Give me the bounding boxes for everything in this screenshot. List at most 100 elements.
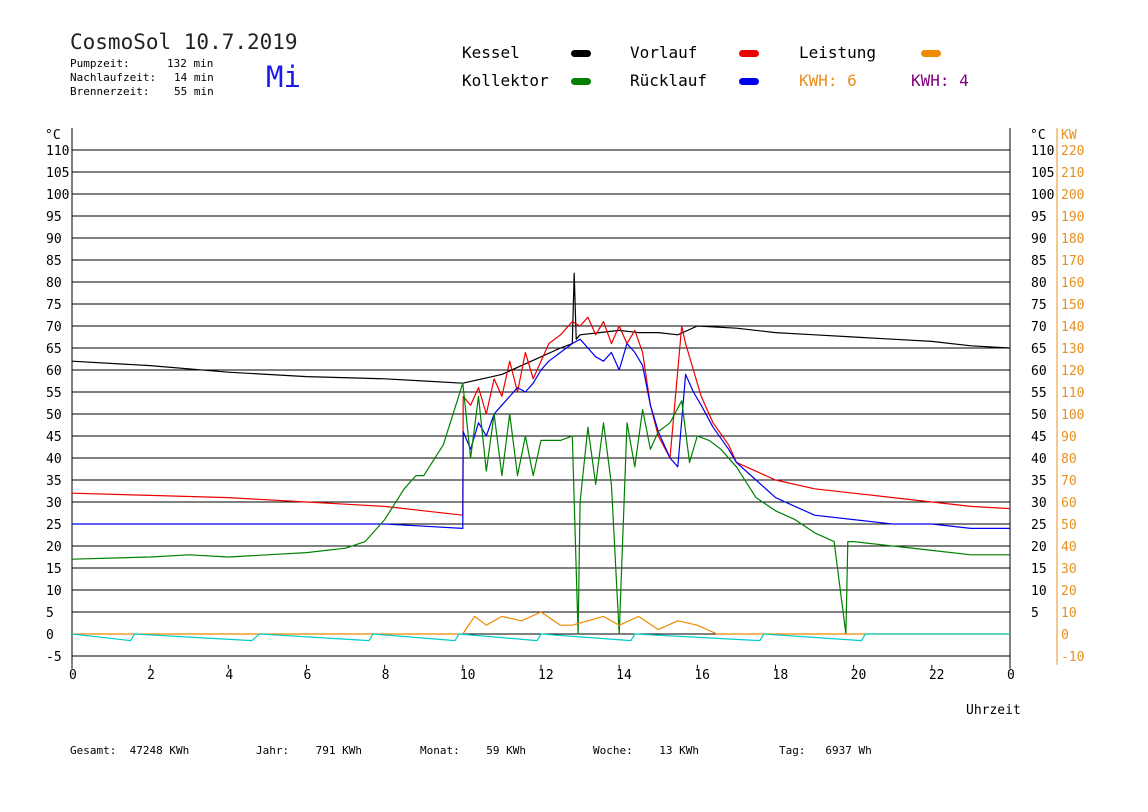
y-tick-label-right-temp: 85 bbox=[1031, 254, 1047, 269]
x-tick-label: 18 bbox=[773, 668, 789, 683]
y-tick-label-left: 75 bbox=[46, 298, 62, 313]
y-tick-label-left: 55 bbox=[46, 386, 62, 401]
y-tick-label-right-temp: 95 bbox=[1031, 210, 1047, 225]
y-tick-label-left: 15 bbox=[46, 562, 62, 577]
y-tick-label-right-power: 170 bbox=[1061, 254, 1084, 269]
right-y-tick-labels-temp: 5 10 15 20 25 30 35 40 45 50 55 60 65 70 75 80 85 90 95 100… bbox=[1031, 144, 1054, 621]
y-tick-label-left: 80 bbox=[46, 276, 62, 291]
y-tick-label-left: 0 bbox=[46, 628, 54, 643]
y-tick-label-right-power: 190 bbox=[1061, 210, 1084, 225]
y-tick-label-right-power: 100 bbox=[1061, 408, 1084, 423]
y-tick-label-right-temp: 10 bbox=[1031, 584, 1047, 599]
y-tick-label-right-power: 20 bbox=[1061, 584, 1077, 599]
y-tick-label-right-power: 80 bbox=[1061, 452, 1077, 467]
x-tick-label: 0 bbox=[1007, 668, 1015, 683]
y-tick-label-right-temp: 40 bbox=[1031, 452, 1047, 467]
x-tick-labels: 0 2 4 6 8 10 12 14 16 18 20 22 0 bbox=[69, 664, 1015, 683]
y-tick-label-right-power: 160 bbox=[1061, 276, 1084, 291]
y-tick-label-right-temp: 60 bbox=[1031, 364, 1047, 379]
series-line-kessel bbox=[71, 272, 1011, 384]
y-tick-label-left: 10 bbox=[46, 584, 62, 599]
y-tick-label-left: 25 bbox=[46, 518, 62, 533]
y-tick-label-right-temp: 30 bbox=[1031, 496, 1047, 511]
y-tick-label-left: 60 bbox=[46, 364, 62, 379]
x-tick-label: 0 bbox=[69, 668, 77, 683]
stat-label-brennerzeit: Brennerzeit: bbox=[70, 85, 150, 98]
y-tick-label-left: 95 bbox=[46, 210, 62, 225]
y-tick-label-right-power: 60 bbox=[1061, 496, 1077, 511]
x-tick-label: 2 bbox=[147, 668, 155, 683]
y-tick-label-right-temp: 15 bbox=[1031, 562, 1047, 577]
y-tick-label-right-power: 90 bbox=[1061, 430, 1077, 445]
legend-kwh-brenner: KWH: 4 bbox=[911, 71, 969, 90]
y-tick-label-left: 20 bbox=[46, 540, 62, 555]
right-y-tick-labels-power: -10 0 10 20 30 40 50 60 70 80 90 100 110 120 130 140 150… bbox=[1061, 144, 1084, 665]
legend-kessel-label: Kessel bbox=[462, 43, 520, 62]
legend-vorlauf-label: Vorlauf bbox=[630, 43, 698, 62]
y-tick-label-right-power: 50 bbox=[1061, 518, 1077, 533]
y-tick-label-right-temp: 70 bbox=[1031, 320, 1047, 335]
x-tick-label: 16 bbox=[694, 668, 710, 683]
y-tick-label-right-power: -10 bbox=[1061, 650, 1084, 665]
footer-monat: Monat: 59 KWh bbox=[420, 744, 526, 757]
stat-label-nachlaufzeit: Nachlaufzeit: bbox=[70, 71, 157, 84]
axes bbox=[71, 128, 1058, 665]
legend-ruecklauf-swatch bbox=[739, 78, 759, 85]
weekday-label: Mi bbox=[266, 60, 301, 94]
series-line-rcklauf bbox=[72, 338, 1010, 530]
y-tick-label-right-temp: 105 bbox=[1031, 166, 1054, 181]
y-tick-label-left: 65 bbox=[46, 342, 62, 357]
footer-tag: Tag: 6937 Wh bbox=[779, 744, 872, 757]
y-tick-label-right-power: 140 bbox=[1061, 320, 1084, 335]
y-tick-label-left: -5 bbox=[46, 650, 62, 665]
y-tick-label-right-temp: 25 bbox=[1031, 518, 1047, 533]
x-tick-label: 10 bbox=[460, 668, 476, 683]
y-axis-label-right-temp: °C bbox=[1030, 128, 1046, 143]
y-tick-label-right-power: 180 bbox=[1061, 232, 1084, 247]
footer-gesamt: Gesamt: 47248 KWh bbox=[70, 744, 190, 757]
legend-kollektor-label: Kollektor bbox=[462, 71, 549, 90]
y-tick-label-right-temp: 110 bbox=[1031, 144, 1054, 159]
y-tick-label-right-power: 120 bbox=[1061, 364, 1084, 379]
y-tick-label-left: 35 bbox=[46, 474, 62, 489]
x-tick-label: 12 bbox=[538, 668, 554, 683]
y-tick-label-right-temp: 65 bbox=[1031, 342, 1047, 357]
y-tick-label-right-power: 210 bbox=[1061, 166, 1084, 181]
y-tick-label-right-power: 70 bbox=[1061, 474, 1077, 489]
y-tick-label-left: 30 bbox=[46, 496, 62, 511]
series-line-leistung bbox=[72, 611, 1010, 635]
y-tick-label-left: 45 bbox=[46, 430, 62, 445]
x-tick-label: 20 bbox=[851, 668, 867, 683]
y-tick-label-right-power: 40 bbox=[1061, 540, 1077, 555]
stat-value-pumpzeit: 132 min bbox=[167, 57, 214, 70]
chart-title: CosmoSol 10.7.2019 bbox=[70, 30, 298, 54]
left-y-tick-labels: -5 0 5 10 15 20 25 30 35 40 45 50 55 60 65 70 75 80 85 90 95… bbox=[46, 144, 69, 665]
stat-label-pumpzeit: Pumpzeit: bbox=[70, 57, 130, 70]
legend-leistung-swatch bbox=[921, 50, 941, 57]
footer-jahr: Jahr: 791 KWh bbox=[256, 744, 362, 757]
data-series bbox=[71, 272, 1011, 642]
series-line-vorlauf bbox=[71, 316, 1011, 516]
legend-kwh-solar: KWH: 6 bbox=[799, 71, 857, 90]
y-tick-label-left: 110 bbox=[46, 144, 69, 159]
y-tick-label-left: 85 bbox=[46, 254, 62, 269]
x-tick-label: 22 bbox=[929, 668, 945, 683]
y-tick-label-left: 90 bbox=[46, 232, 62, 247]
grid-lines bbox=[72, 149, 1010, 657]
y-tick-label-right-temp: 35 bbox=[1031, 474, 1047, 489]
footer-woche: Woche: 13 KWh bbox=[593, 744, 699, 757]
y-axis-label-right-power: KW bbox=[1061, 128, 1077, 143]
y-tick-label-left: 105 bbox=[46, 166, 69, 181]
y-tick-label-right-temp: 80 bbox=[1031, 276, 1047, 291]
x-tick-label: 6 bbox=[304, 668, 312, 683]
x-axis-label: Uhrzeit bbox=[966, 703, 1021, 718]
legend-leistung-label: Leistung bbox=[799, 43, 877, 62]
x-tick-label: 8 bbox=[382, 668, 390, 683]
y-tick-label-left: 100 bbox=[46, 188, 69, 203]
series-line-brenner bbox=[71, 633, 1010, 642]
legend-ruecklauf-label: Rücklauf bbox=[630, 71, 708, 90]
y-tick-label-right-power: 0 bbox=[1061, 628, 1069, 643]
legend-kessel-swatch bbox=[571, 50, 591, 57]
y-tick-label-right-temp: 50 bbox=[1031, 408, 1047, 423]
y-tick-label-right-power: 150 bbox=[1061, 298, 1084, 313]
